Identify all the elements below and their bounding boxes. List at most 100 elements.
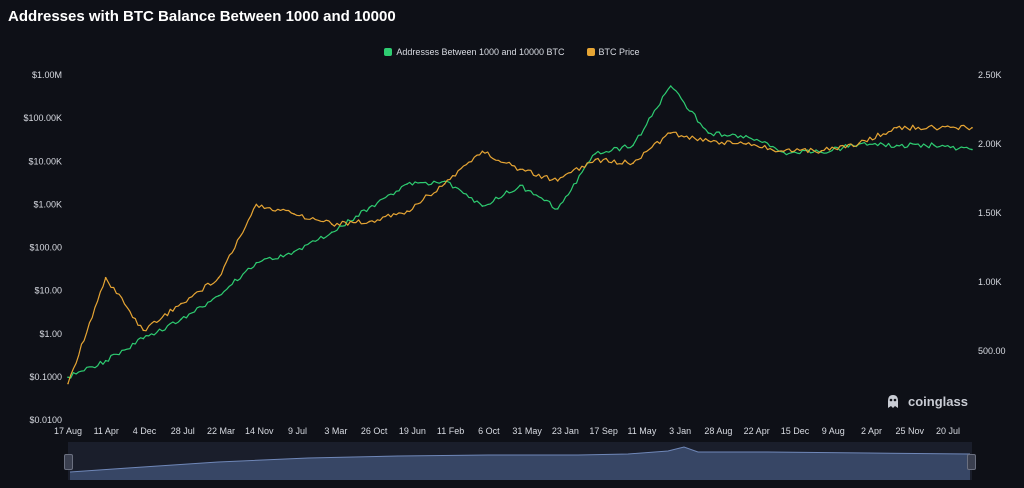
x-tick-label: 23 Jan [552,426,579,436]
watermark-text: coinglass [908,393,968,409]
watermark: coinglass [884,392,968,410]
data-point-btc-price [745,143,747,145]
data-point-btc-price [217,276,220,279]
legend: Addresses Between 1000 and 10000 BTC BTC… [0,47,1024,57]
navigator-overview [69,446,971,480]
data-point-btc-price [895,126,898,129]
x-tick-label: 22 Mar [207,426,235,436]
x-tick-label: 28 Aug [704,426,732,436]
x-tick-label: 17 Sep [589,426,618,436]
data-point-addresses [556,208,559,210]
y-left-tick-label: $1.00M [32,70,62,80]
data-point-btc-price [443,182,446,185]
y-left-tick-label: $10.00 [34,286,62,296]
data-point-addresses [895,144,898,147]
data-point-addresses [180,318,182,321]
data-point-btc-price [594,158,597,161]
data-point-addresses [519,184,521,187]
x-tick-label: 9 Jul [288,426,307,436]
legend-item-btc-price[interactable]: BTC Price [586,47,640,57]
chart-title: Addresses with BTC Balance Between 1000 … [8,8,396,25]
data-point-addresses [255,261,258,264]
data-point-addresses [632,144,634,147]
x-tick-label: 28 Jul [171,426,195,436]
data-point-btc-price [104,276,107,279]
data-point-btc-price [707,139,710,142]
data-point-btc-price [556,180,559,182]
data-point-addresses [707,132,710,134]
x-tick-label: 26 Oct [361,426,388,436]
navigator-handle-right[interactable] [967,454,976,470]
series-line-btc-price [67,124,973,384]
navigator-handle-left[interactable] [64,454,73,470]
x-tick-label: 3 Mar [324,426,347,436]
x-tick-label: 17 Aug [54,426,82,436]
data-point-btc-price [142,329,145,332]
data-point-addresses [745,134,747,137]
x-tick-label: 2 Apr [861,426,882,436]
coinglass-logo-icon [888,395,898,408]
legend-swatch-btc-price [586,48,595,56]
data-point-btc-price [293,213,295,215]
legend-label-addresses: Addresses Between 1000 and 10000 BTC [396,47,565,57]
x-tick-label: 15 Dec [781,426,810,436]
data-point-btc-price [669,132,672,134]
x-tick-label: 11 May [627,426,656,436]
data-point-addresses [142,337,145,340]
x-tick-label: 11 Apr [94,426,119,436]
data-point-btc-price [67,382,69,385]
x-tick-label: 11 Feb [437,426,464,436]
y-left-tick-label: $0.0100 [29,415,62,425]
data-point-addresses [443,180,446,183]
y-right-tick-label: 2.00K [978,139,1002,149]
data-point-addresses [330,231,333,234]
y-right-tick-label: 2.50K [978,70,1002,80]
y-left-tick-label: $100.00K [23,113,62,123]
data-point-addresses [406,183,408,185]
y-left-tick-label: $1.00 [39,329,62,339]
x-tick-label: 25 Nov [895,426,924,436]
data-point-btc-price [820,149,823,152]
x-tick-label: 3 Jan [669,426,691,436]
data-point-addresses [594,152,597,155]
data-point-addresses [67,376,69,379]
x-tick-label: 20 Jul [936,426,960,436]
range-navigator[interactable] [64,442,976,480]
data-point-addresses [481,205,484,207]
data-point-btc-price [180,302,182,305]
data-point-btc-price [858,142,860,145]
series-line-addresses [67,85,973,379]
data-point-btc-price [782,150,785,153]
y-right-tick-label: 1.50K [978,208,1002,218]
x-tick-label: 6 Oct [478,426,500,436]
x-tick-label: 22 Apr [744,426,770,436]
data-point-btc-price [519,168,521,171]
data-point-addresses [104,359,107,362]
data-point-addresses [669,85,672,87]
y-left-tick-label: $100.00 [29,243,62,253]
x-tick-label: 31 May [512,426,542,436]
y-right-tick-label: 500.00 [978,346,1006,356]
data-point-btc-price [971,126,973,129]
data-point-btc-price [481,150,484,153]
data-point-addresses [933,144,936,147]
data-point-btc-price [933,126,936,129]
y-left-tick-label: $0.1000 [29,372,62,382]
x-tick-label: 4 Dec [133,426,157,436]
data-point-btc-price [406,210,408,212]
data-point-addresses [971,148,973,151]
x-tick-label: 19 Jun [399,426,426,436]
legend-swatch-addresses [384,48,393,56]
y-left-tick-label: $10.00K [28,156,62,166]
data-point-addresses [368,206,371,209]
data-point-btc-price [368,220,371,223]
data-point-btc-price [255,203,258,206]
legend-item-addresses[interactable]: Addresses Between 1000 and 10000 BTC [384,47,565,57]
data-point-btc-price [330,223,333,225]
data-point-addresses [293,250,295,253]
y-right-tick-label: 1.00K [978,277,1002,287]
data-point-addresses [217,295,220,297]
x-tick-label: 9 Aug [822,426,845,436]
x-tick-label: 14 Nov [245,426,274,436]
